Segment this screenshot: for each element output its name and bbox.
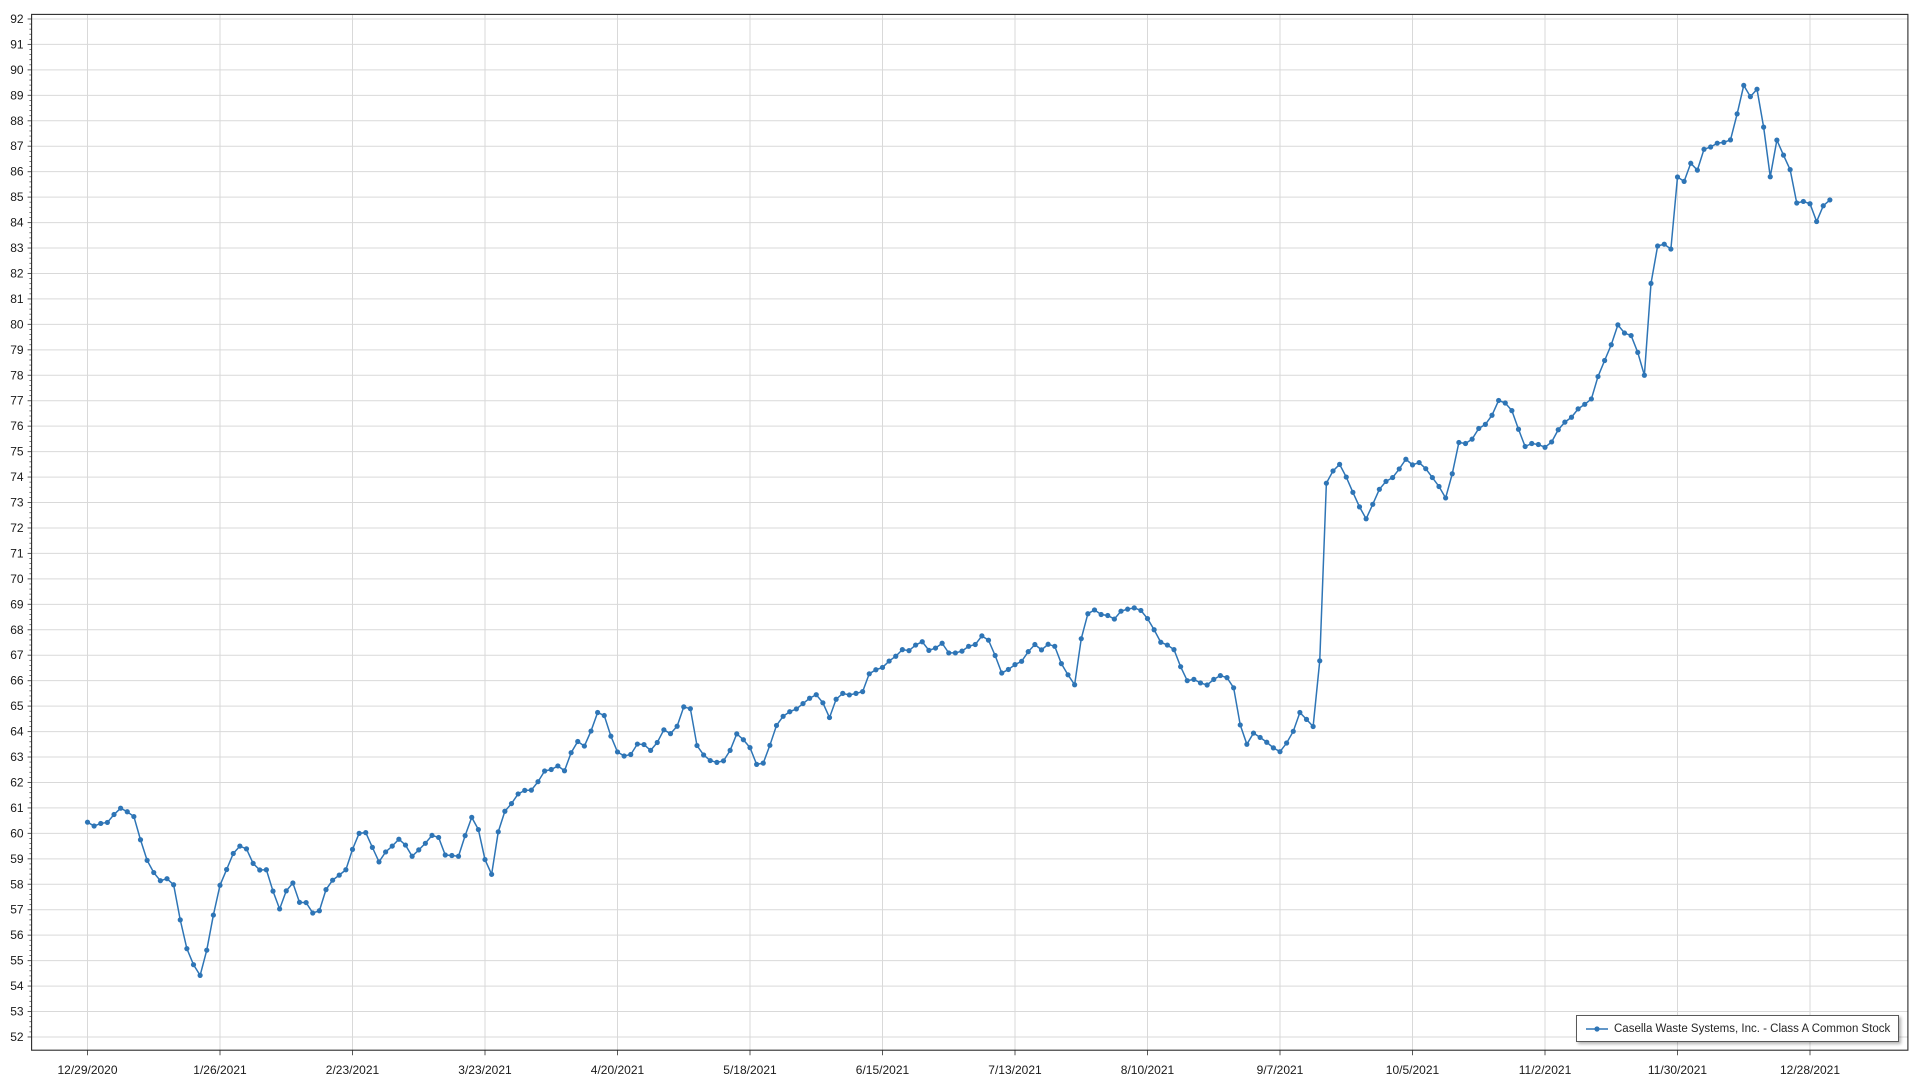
svg-text:2/23/2021: 2/23/2021 — [326, 1063, 380, 1077]
svg-text:71: 71 — [10, 546, 24, 560]
svg-text:69: 69 — [10, 597, 24, 611]
svg-text:57: 57 — [10, 903, 24, 917]
svg-text:10/5/2021: 10/5/2021 — [1386, 1063, 1440, 1077]
svg-text:90: 90 — [10, 63, 24, 77]
svg-text:12/28/2021: 12/28/2021 — [1780, 1063, 1840, 1077]
svg-text:5/18/2021: 5/18/2021 — [723, 1063, 777, 1077]
svg-text:89: 89 — [10, 88, 24, 102]
svg-text:54: 54 — [10, 979, 24, 993]
svg-text:64: 64 — [10, 725, 24, 739]
svg-text:67: 67 — [10, 648, 24, 662]
svg-text:88: 88 — [10, 114, 24, 128]
svg-text:65: 65 — [10, 699, 24, 713]
svg-text:1/26/2021: 1/26/2021 — [193, 1063, 247, 1077]
svg-text:84: 84 — [10, 216, 24, 230]
svg-text:63: 63 — [10, 750, 24, 764]
svg-text:56: 56 — [10, 928, 24, 942]
svg-text:4/20/2021: 4/20/2021 — [591, 1063, 645, 1077]
svg-text:68: 68 — [10, 623, 24, 637]
svg-text:80: 80 — [10, 317, 24, 331]
svg-text:12/29/2020: 12/29/2020 — [57, 1063, 117, 1077]
svg-text:91: 91 — [10, 37, 24, 51]
svg-text:85: 85 — [10, 190, 24, 204]
svg-text:82: 82 — [10, 266, 24, 280]
svg-text:11/30/2021: 11/30/2021 — [1648, 1063, 1707, 1077]
svg-text:55: 55 — [10, 954, 24, 968]
svg-text:75: 75 — [10, 445, 24, 459]
svg-text:81: 81 — [10, 292, 24, 306]
svg-text:6/15/2021: 6/15/2021 — [856, 1063, 910, 1077]
svg-text:86: 86 — [10, 165, 24, 179]
svg-text:3/23/2021: 3/23/2021 — [458, 1063, 512, 1077]
svg-text:87: 87 — [10, 139, 24, 153]
svg-text:78: 78 — [10, 368, 24, 382]
svg-text:73: 73 — [10, 496, 24, 510]
svg-text:61: 61 — [10, 801, 24, 815]
svg-text:74: 74 — [10, 470, 24, 484]
svg-text:77: 77 — [10, 394, 24, 408]
svg-text:11/2/2021: 11/2/2021 — [1519, 1063, 1572, 1077]
svg-text:52: 52 — [10, 1030, 24, 1044]
svg-text:79: 79 — [10, 343, 24, 357]
svg-text:92: 92 — [10, 12, 24, 26]
svg-text:7/13/2021: 7/13/2021 — [988, 1063, 1042, 1077]
svg-text:83: 83 — [10, 241, 24, 255]
svg-text:62: 62 — [10, 775, 24, 789]
svg-text:8/10/2021: 8/10/2021 — [1121, 1063, 1175, 1077]
svg-text:9/7/2021: 9/7/2021 — [1257, 1063, 1304, 1077]
svg-text:72: 72 — [10, 521, 24, 535]
svg-text:53: 53 — [10, 1005, 24, 1019]
svg-text:58: 58 — [10, 877, 24, 891]
svg-text:59: 59 — [10, 852, 24, 866]
svg-text:76: 76 — [10, 419, 24, 433]
svg-text:70: 70 — [10, 572, 24, 586]
svg-text:60: 60 — [10, 826, 24, 840]
svg-text:66: 66 — [10, 674, 24, 688]
